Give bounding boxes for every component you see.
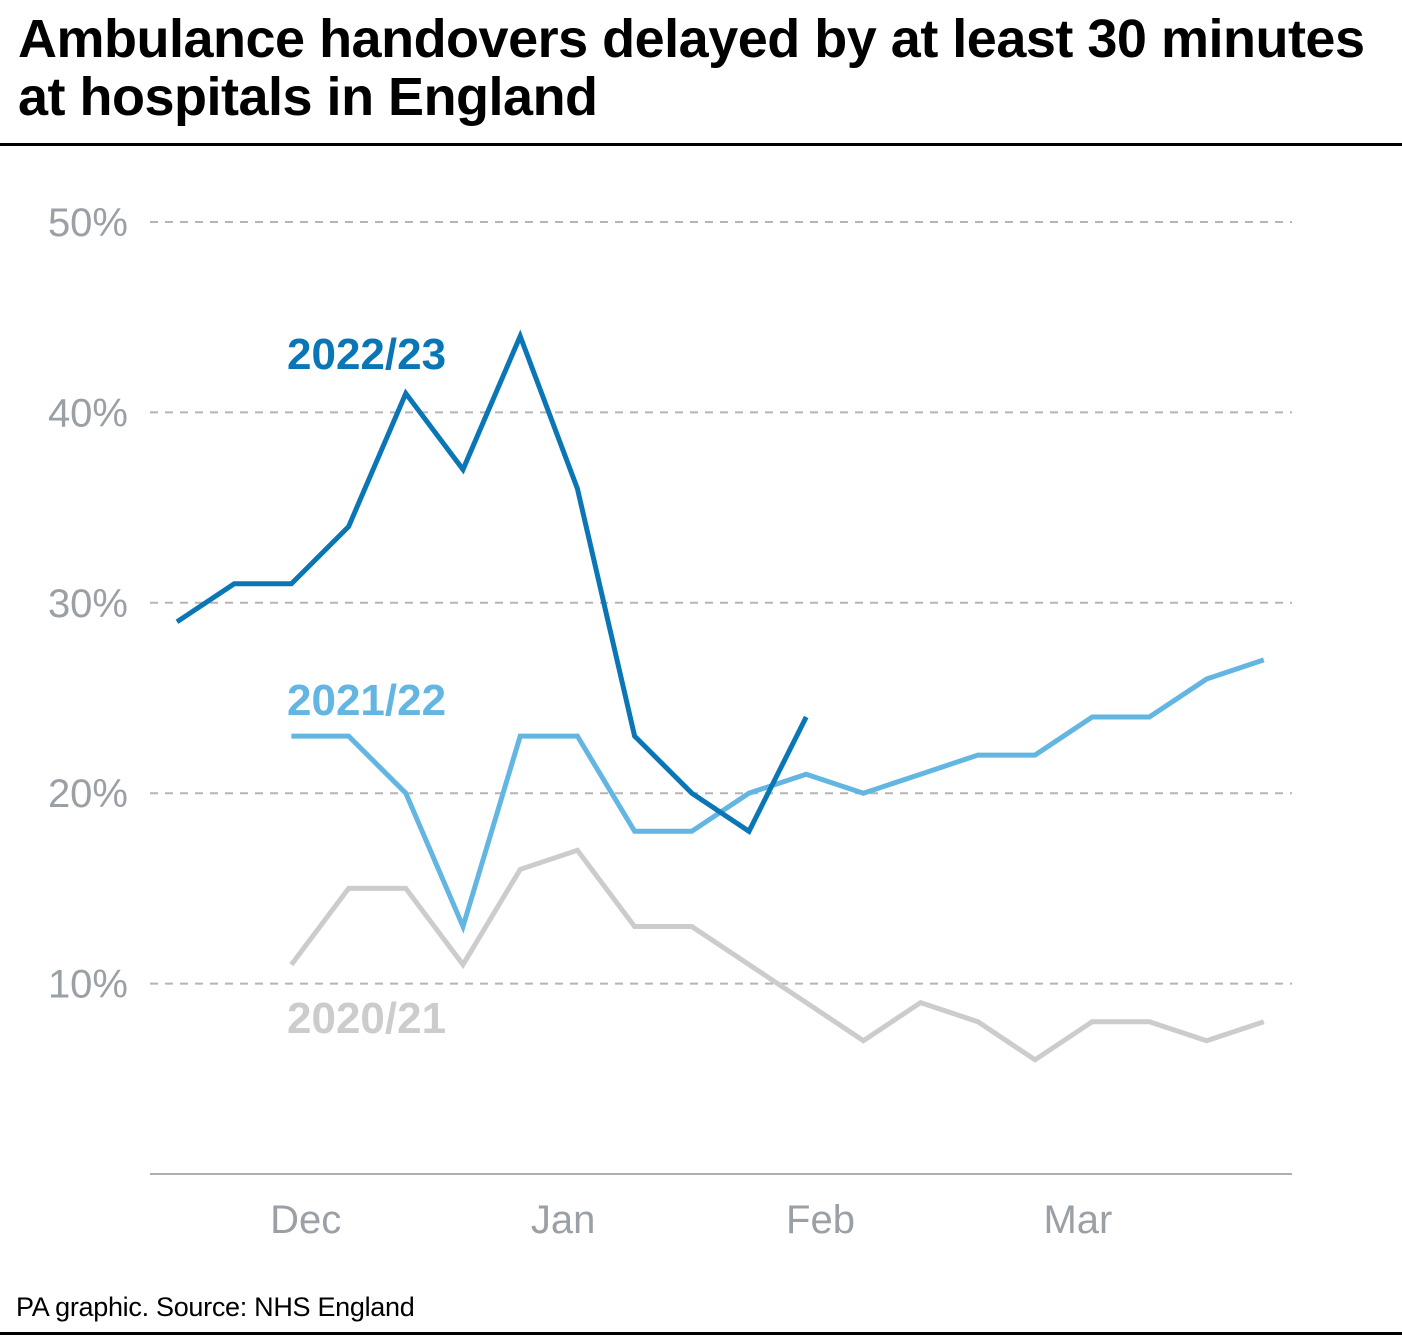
series-label: 2020/21 — [287, 994, 446, 1043]
y-tick-label: 30% — [48, 582, 128, 626]
gridlines — [150, 221, 1292, 985]
source-note: PA graphic. Source: NHS England — [16, 1292, 415, 1322]
x-tick-label: Dec — [270, 1198, 341, 1242]
x-tick-label: Jan — [531, 1198, 596, 1242]
series-label: 2021/22 — [287, 676, 446, 725]
y-tick-label: 40% — [48, 391, 128, 435]
y-axis-tick-labels: 10% 20% 30% 40% 50% — [48, 201, 128, 1007]
x-tick-label: Mar — [1043, 1198, 1112, 1242]
chart-title: Ambulance handovers delayed by at least … — [18, 9, 1365, 127]
y-tick-label: 50% — [48, 201, 128, 245]
series-label: 2022/23 — [287, 330, 446, 379]
series-labels: 2022/23 2021/22 2020/21 — [287, 330, 446, 1043]
x-axis-tick-labels: Dec Jan Feb Mar — [270, 1198, 1112, 1242]
series-lines — [175, 329, 1265, 1063]
series-line-2021-22 — [291, 657, 1265, 934]
series-line-2022-23 — [175, 329, 809, 835]
footer-divider — [0, 1332, 1402, 1335]
x-tick-label: Feb — [786, 1198, 855, 1242]
y-tick-label: 10% — [48, 963, 128, 1007]
series-line-2020-21 — [289, 847, 1265, 1063]
y-tick-label: 20% — [48, 772, 128, 816]
title-divider — [0, 143, 1402, 146]
